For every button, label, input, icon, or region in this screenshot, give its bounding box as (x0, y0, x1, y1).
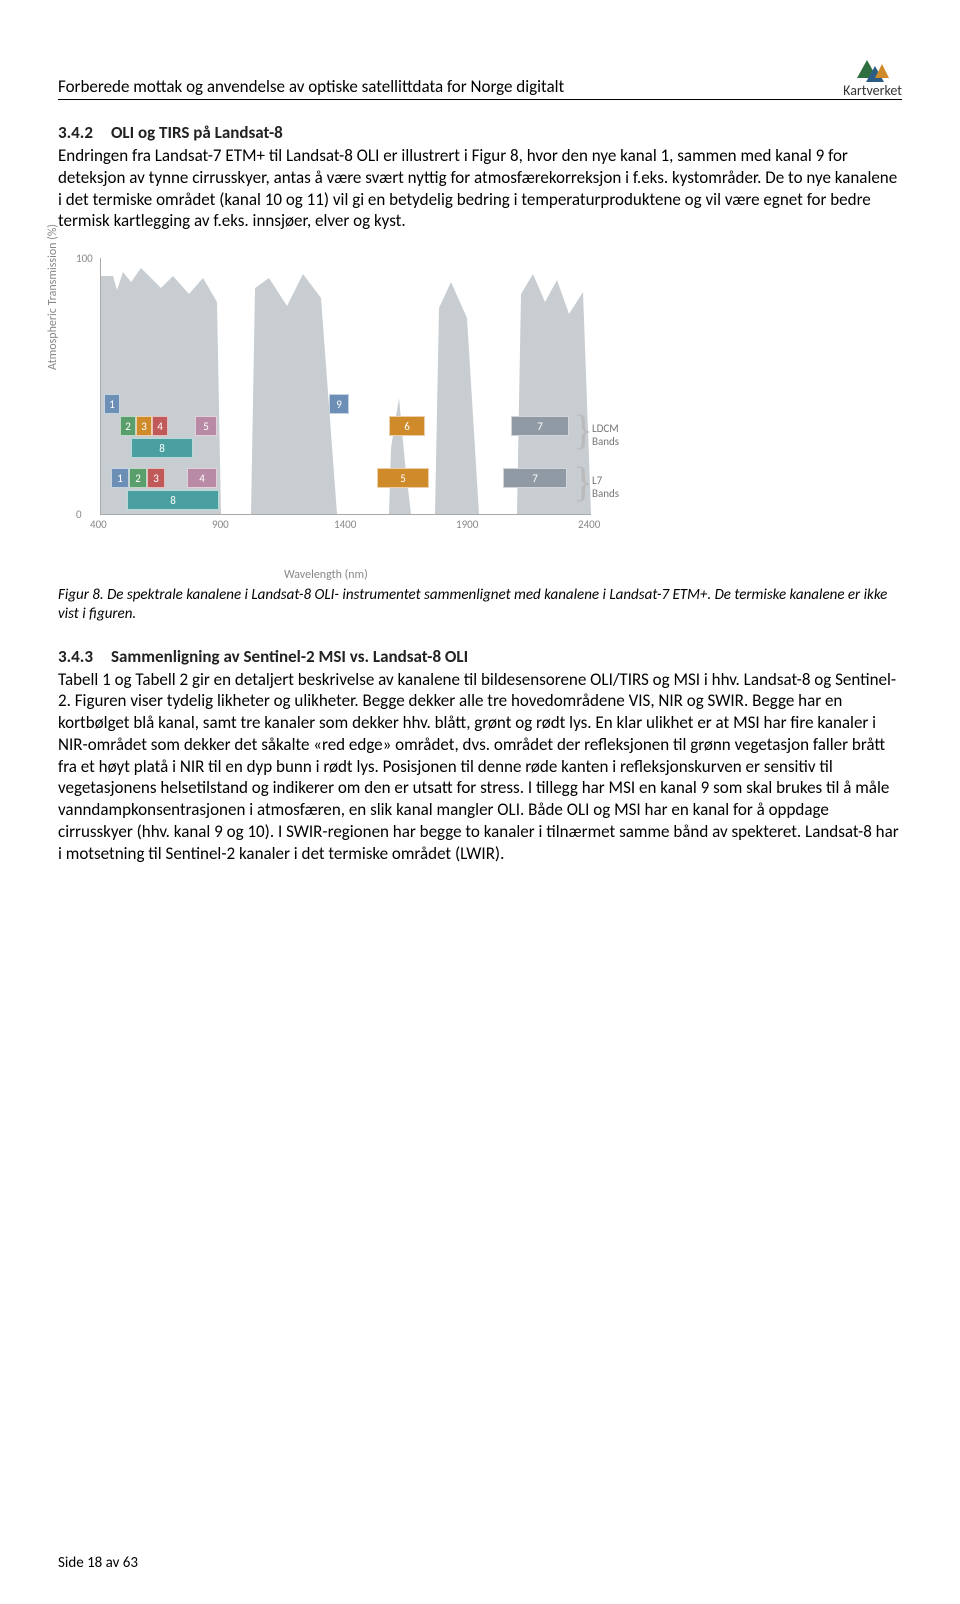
heading-3-4-2: 3.4.2 OLI og TIRS på Landsat-8 (58, 122, 902, 143)
heading-3-4-3: 3.4.3 Sammenligning av Sentinel-2 MSI vs.… (58, 646, 902, 667)
band-l7-3: 3 (147, 468, 165, 488)
band-l7-1: 1 (111, 468, 129, 488)
header-title: Forberede mottak og anvendelse av optisk… (58, 76, 564, 97)
band-ldcm-7: 7 (511, 416, 569, 436)
y-axis-label: Atmospheric Transmission (%) (46, 224, 60, 370)
heading-number: 3.4.2 (58, 122, 93, 143)
l7-label: L7 Bands (592, 474, 619, 500)
logo: Kartverket (843, 54, 902, 99)
x-axis-label: Wavelength (nm) (284, 568, 368, 582)
heading-number: 3.4.3 (58, 646, 93, 667)
band-ldcm-9: 9 (329, 394, 349, 414)
band-ldcm-5: 5 (195, 416, 217, 436)
band-ldcm-1: 1 (104, 394, 120, 414)
x-tick: 400 (90, 518, 107, 531)
heading-title: OLI og TIRS på Landsat-8 (111, 122, 283, 143)
ldcm-label: LDCM Bands (592, 422, 619, 448)
page-footer: Side 18 av 63 (58, 1554, 138, 1572)
x-tick: 1400 (334, 518, 356, 531)
band-l7-8: 8 (127, 490, 219, 510)
band-ldcm-4: 4 (152, 416, 168, 436)
paragraph-3-4-3: Tabell 1 og Tabell 2 gir en detaljert be… (58, 669, 902, 865)
chart-plot-area: 1234596781234578}} (100, 258, 591, 515)
logo-label: Kartverket (843, 82, 902, 99)
spectral-chart: Atmospheric Transmission (%) 12345967812… (54, 250, 614, 580)
band-l7-7: 7 (503, 468, 567, 488)
ldcm-brace: } (573, 410, 593, 452)
paragraph-3-4-2: Endringen fra Landsat-7 ETM+ til Landsat… (58, 145, 902, 232)
x-tick: 2400 (578, 518, 600, 531)
band-ldcm-6: 6 (389, 416, 425, 436)
band-l7-2: 2 (129, 468, 147, 488)
band-l7-4: 4 (187, 468, 217, 488)
y-tick: 0 (76, 508, 82, 521)
heading-title: Sammenligning av Sentinel-2 MSI vs. Land… (111, 646, 468, 667)
l7-brace: } (573, 462, 593, 504)
kartverket-logo-icon (855, 54, 891, 84)
band-ldcm-2: 2 (120, 416, 136, 436)
x-tick: 900 (212, 518, 229, 531)
y-tick: 100 (76, 252, 93, 265)
figure-8: Atmospheric Transmission (%) 12345967812… (58, 250, 902, 580)
figure-8-caption: Figur 8. De spektrale kanalene i Landsat… (58, 586, 902, 624)
band-ldcm-3: 3 (136, 416, 152, 436)
band-l7-5: 5 (377, 468, 429, 488)
x-tick: 1900 (456, 518, 478, 531)
page-header: Forberede mottak og anvendelse av optisk… (58, 54, 902, 100)
band-ldcm-8: 8 (131, 438, 193, 458)
